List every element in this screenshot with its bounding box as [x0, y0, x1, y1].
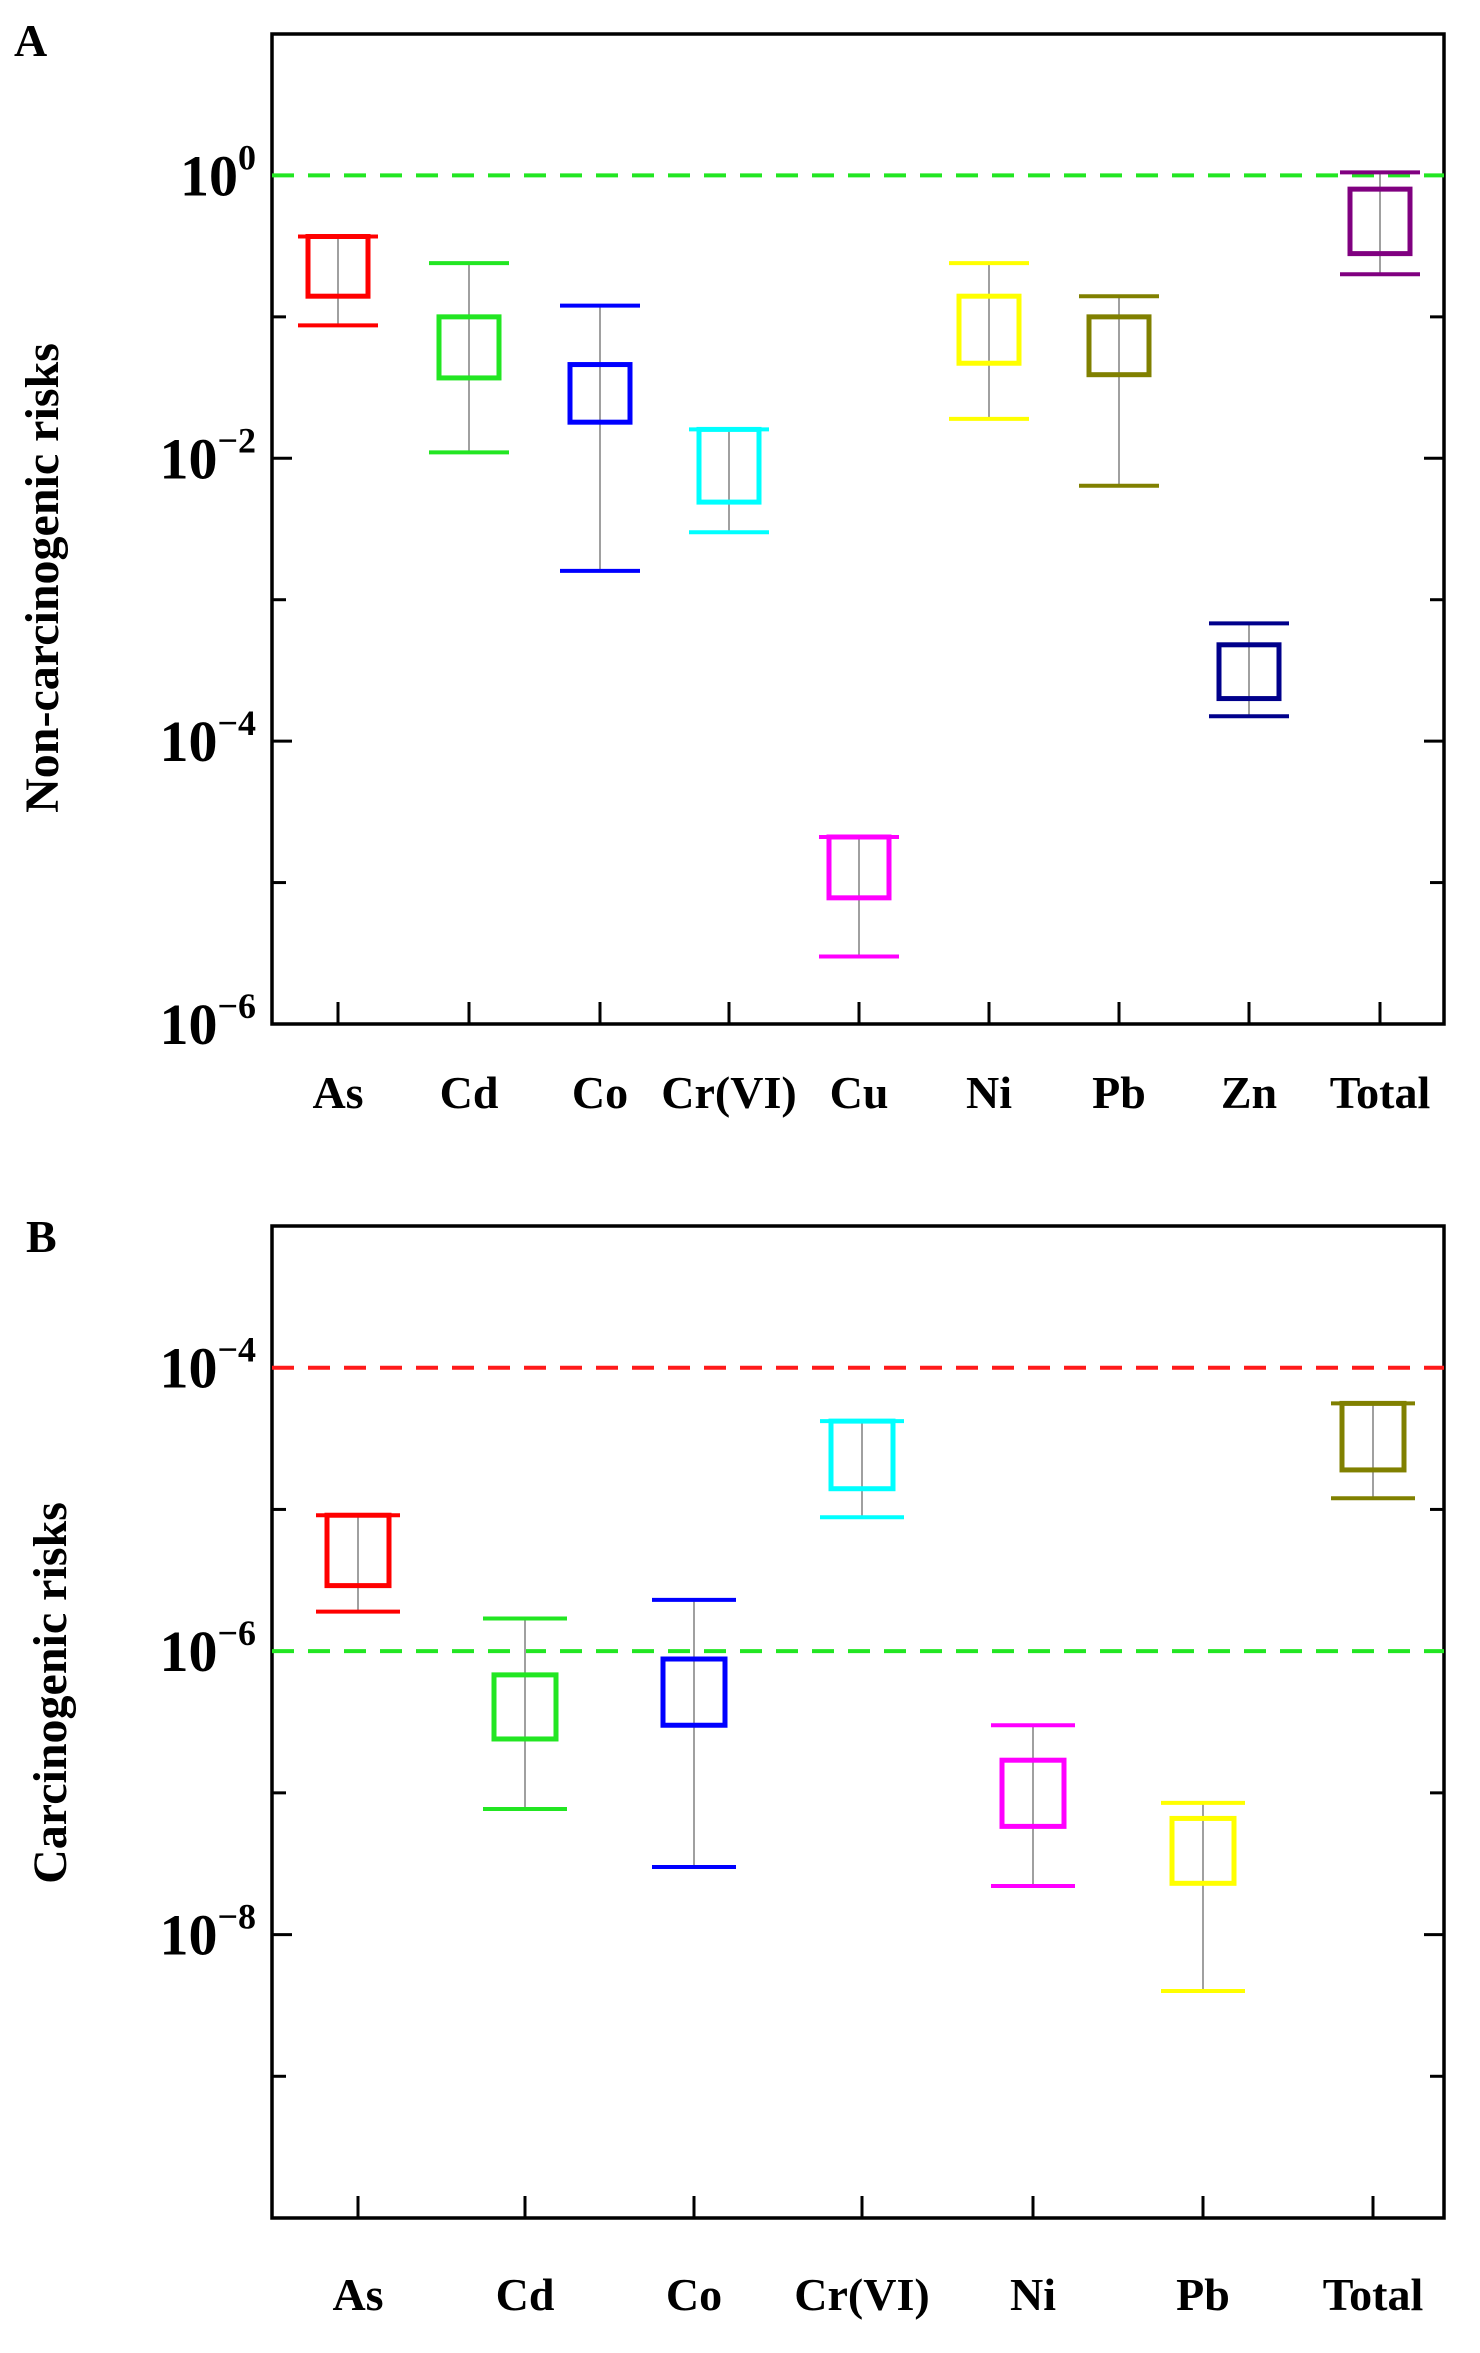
panel-b-x-tick-label: Co	[666, 2269, 722, 2320]
panel-a-y-tick-label: 10−2	[159, 420, 256, 491]
box	[828, 1418, 896, 1492]
panel-a-y-tick-label: 10−4	[159, 703, 256, 774]
box	[1169, 1815, 1237, 1886]
panel-b-y-tick-label: 10−4	[159, 1330, 256, 1401]
panel-b-box-co	[652, 1597, 736, 1869]
panel-a-x-tick-label: Zn	[1221, 1067, 1277, 1118]
box	[324, 1512, 392, 1589]
panel-a-box-ni	[949, 261, 1029, 421]
panel-a-x-tick-label: Cr(VI)	[661, 1067, 796, 1118]
panel-b-x-tick-label: Cr(VI)	[794, 2269, 929, 2320]
panel-b-x-tick-label: Ni	[1010, 2269, 1056, 2320]
box	[999, 1757, 1067, 1829]
box	[1347, 186, 1413, 257]
panel-a-plot-area: 100 10−2 10−4 10−6 As Cd Co Cr(VI) Cu Ni Pb Zn Total	[159, 32, 1446, 1118]
panel-b-axes-frame	[270, 1224, 1446, 2220]
panel-b-y-axis-label: Carcinogenic risks	[24, 1502, 77, 1884]
box	[567, 362, 633, 425]
box	[956, 293, 1022, 366]
box	[826, 834, 892, 901]
panel-b-y-tick-label: 10−6	[159, 1613, 256, 1684]
box	[305, 233, 371, 299]
panel-b: B Carcinogenic risks 10−4 10−6 10−8 As Cd Co C…	[24, 1211, 1446, 2320]
panel-a-box-co	[560, 303, 640, 573]
panel-b-box-crvi	[820, 1418, 904, 1520]
panel-a-x-tick-label: Cd	[440, 1067, 499, 1118]
panel-a-x-tick-label: Pb	[1092, 1067, 1146, 1118]
panel-a-box-as	[298, 233, 378, 328]
panel-b-plot-area: 10−4 10−6 10−8 As Cd Co Cr(VI) Ni Pb Total	[159, 1224, 1446, 2320]
panel-a-box-zn	[1209, 621, 1289, 719]
box	[696, 426, 762, 505]
panel-b-box-total	[1331, 1400, 1415, 1501]
panel-b-x-tick-label: Cd	[496, 2269, 555, 2320]
panel-b-box-pb	[1161, 1800, 1245, 1993]
box	[1216, 642, 1282, 702]
panel-a-x-tick-label: Ni	[966, 1067, 1012, 1118]
box	[491, 1672, 559, 1742]
panel-a-y-tick-label: 10−6	[159, 986, 256, 1057]
panel-b-box-cd	[483, 1616, 567, 1811]
panel-b-x-tick-label: As	[332, 2269, 383, 2320]
panel-a-box-cd	[429, 261, 509, 455]
box	[1086, 314, 1152, 378]
panel-a-x-tick-label: Total	[1330, 1067, 1431, 1118]
panel-b-y-tick-label: 10−8	[159, 1897, 256, 1968]
panel-a-box-crvi	[689, 426, 769, 535]
panel-a-box-pb	[1079, 294, 1159, 488]
panel-a: A Non-carcinogenic risks 100 10−2 10−4 10−6…	[14, 15, 1446, 1118]
panel-a-label: A	[14, 15, 47, 66]
panel-b-box-ni	[991, 1723, 1075, 1889]
box	[1339, 1400, 1407, 1473]
box	[436, 314, 502, 381]
panel-b-label: B	[26, 1211, 57, 1262]
panel-b-box-as	[316, 1512, 400, 1614]
panel-a-box-cu	[819, 834, 899, 959]
panel-a-x-tick-label: As	[312, 1067, 363, 1118]
panel-a-y-tick-label: 100	[180, 137, 256, 208]
panel-b-x-tick-label: Pb	[1176, 2269, 1230, 2320]
panel-b-x-tick-label: Total	[1323, 2269, 1424, 2320]
panel-a-x-tick-label: Cu	[830, 1067, 889, 1118]
box	[660, 1656, 728, 1728]
panel-a-x-tick-label: Co	[572, 1067, 628, 1118]
panel-a-box-total	[1340, 170, 1420, 277]
panel-a-y-axis-label: Non-carcinogenic risks	[16, 343, 69, 813]
